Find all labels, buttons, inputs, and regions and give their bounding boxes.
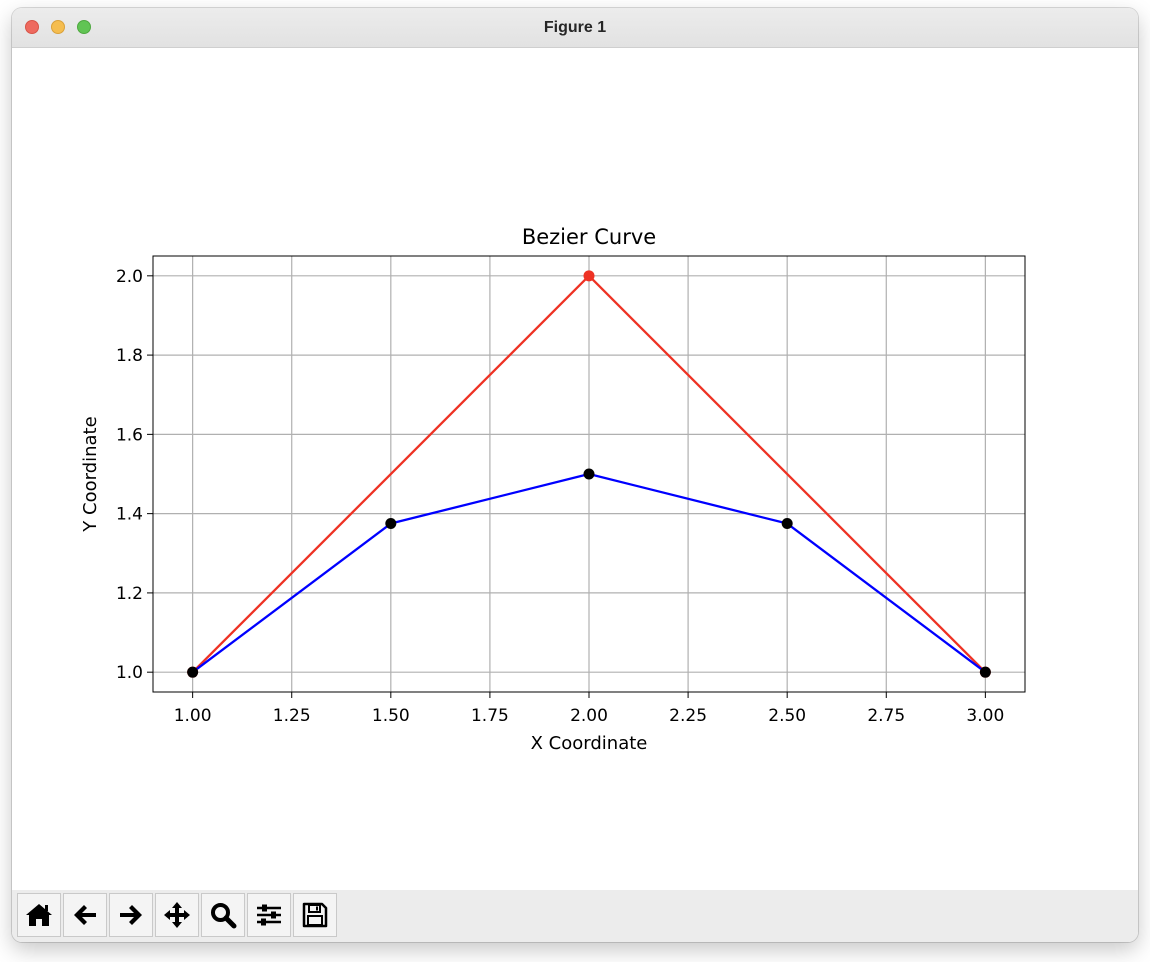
x-tick-label: 2.25 (669, 706, 707, 726)
title-bar: Figure 1 (12, 8, 1138, 48)
home-button[interactable] (17, 893, 61, 937)
sliders-icon (257, 904, 281, 926)
x-tick-label: 2.50 (768, 706, 806, 726)
x-tick-label: 1.25 (273, 706, 311, 726)
pan-button[interactable] (155, 893, 199, 937)
y-tick-label: 1.6 (116, 425, 143, 445)
y-tick-label: 1.0 (116, 663, 143, 683)
x-tick-label: 1.75 (471, 706, 509, 726)
x-axis-label: X Coordinate (531, 733, 648, 754)
series-2-point (979, 666, 991, 678)
arrow-right-icon (120, 905, 142, 925)
arrow-left-icon (74, 905, 96, 925)
y-tick-label: 1.8 (116, 346, 143, 366)
series-2-point (385, 518, 397, 530)
series-2-point (187, 666, 199, 678)
series-1-point (583, 270, 595, 282)
series-2-point (583, 468, 595, 480)
minimize-window-button[interactable] (51, 20, 65, 34)
figure-window: Figure 1 1.00 1.25 1.50 1.75 2.00 2.25 2.50 2.7… (12, 8, 1138, 942)
x-tick-label: 3.00 (966, 706, 1004, 726)
plot-area: 1.00 1.25 1.50 1.75 2.00 2.25 2.50 2.75 3.00 1.0 1… (12, 48, 1138, 890)
close-window-button[interactable] (25, 20, 39, 34)
x-tick-label: 1.00 (174, 706, 212, 726)
back-button[interactable] (63, 893, 107, 937)
magnifier-icon (211, 903, 237, 929)
save-button[interactable] (293, 893, 337, 937)
home-icon (26, 904, 52, 926)
x-tick-label: 2.75 (867, 706, 905, 726)
x-tick-label: 1.50 (372, 706, 410, 726)
x-tick-label: 2.00 (570, 706, 608, 726)
move-icon (164, 902, 190, 928)
series-2-point (781, 518, 793, 530)
y-tick-label: 1.4 (116, 505, 143, 525)
forward-button[interactable] (109, 893, 153, 937)
y-axis-label: Y Coordinate (80, 416, 101, 532)
configure-subplots-button[interactable] (247, 893, 291, 937)
y-tick-label: 1.2 (116, 584, 143, 604)
navigation-toolbar (12, 890, 1138, 942)
maximize-window-button[interactable] (77, 20, 91, 34)
chart: 1.00 1.25 1.50 1.75 2.00 2.25 2.50 2.75 3.00 1.0 1… (80, 225, 1026, 754)
window-title: Figure 1 (543, 19, 607, 36)
chart-title: Bezier Curve (522, 225, 656, 249)
floppy-disk-icon (302, 902, 328, 928)
y-tick-label: 2.0 (116, 267, 143, 287)
zoom-button[interactable] (201, 893, 245, 937)
